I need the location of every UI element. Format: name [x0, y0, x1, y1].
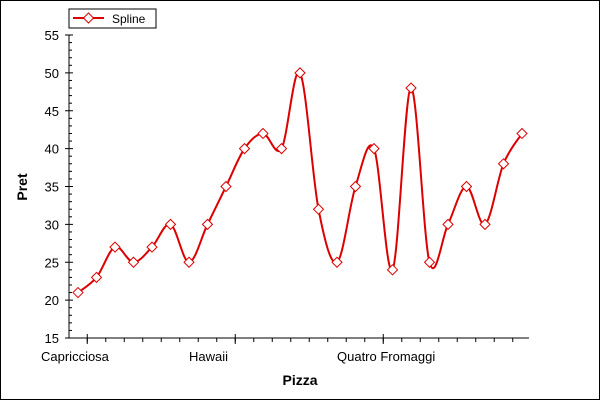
data-point-marker	[368, 142, 380, 155]
x-tick-label: Capricciosa	[41, 349, 110, 364]
data-point-marker	[479, 218, 491, 231]
legend-box	[68, 8, 157, 29]
data-point-marker	[146, 241, 158, 253]
data-point-marker	[238, 142, 251, 155]
y-tick-label: 30	[45, 217, 59, 232]
data-point-marker	[516, 127, 528, 140]
data-point-marker	[257, 127, 269, 140]
y-tick-label: 25	[45, 255, 59, 270]
data-point-marker	[405, 82, 417, 94]
y-tick-label: 15	[45, 331, 59, 346]
data-point-marker	[386, 264, 399, 276]
legend-marker	[82, 12, 95, 24]
y-tick-label: 40	[45, 142, 59, 157]
data-point-marker	[109, 241, 121, 253]
data-point-marker	[460, 180, 473, 193]
data-point-marker	[127, 256, 140, 268]
y-tick-label: 20	[45, 293, 59, 308]
y-tick-label: 45	[45, 104, 59, 119]
data-point-marker	[497, 158, 510, 170]
legend-label: Spline	[112, 12, 146, 26]
y-tick-label: 35	[45, 180, 59, 195]
data-point-marker	[312, 203, 325, 215]
axes: 15 20 25 30 35 40 45 50 55 Capricciosa Hawaii Quatr…	[41, 28, 529, 364]
data-point-marker	[201, 218, 214, 231]
y-axis-title: Pret	[14, 173, 30, 201]
data-point-marker	[442, 218, 454, 231]
data-point-marker	[423, 256, 436, 268]
y-tick-label: 55	[45, 28, 59, 43]
data-point-marker	[294, 67, 306, 79]
series-line-spline	[77, 71, 523, 294]
x-tick-label: Quatro Fromaggi	[337, 349, 435, 364]
data-point-marker	[349, 180, 362, 193]
plot-area	[72, 67, 528, 299]
data-point-marker	[164, 218, 177, 231]
data-point-marker	[183, 256, 195, 268]
data-point-marker	[72, 286, 84, 299]
data-point-marker	[90, 271, 103, 284]
data-point-marker	[220, 180, 232, 193]
data-point-marker	[275, 142, 288, 155]
x-tick-label: Hawaii	[189, 349, 228, 364]
legend: Spline	[68, 8, 157, 29]
y-tick-label: 50	[45, 66, 59, 81]
x-axis-title: Pizza	[282, 372, 317, 388]
data-point-marker	[331, 256, 343, 268]
